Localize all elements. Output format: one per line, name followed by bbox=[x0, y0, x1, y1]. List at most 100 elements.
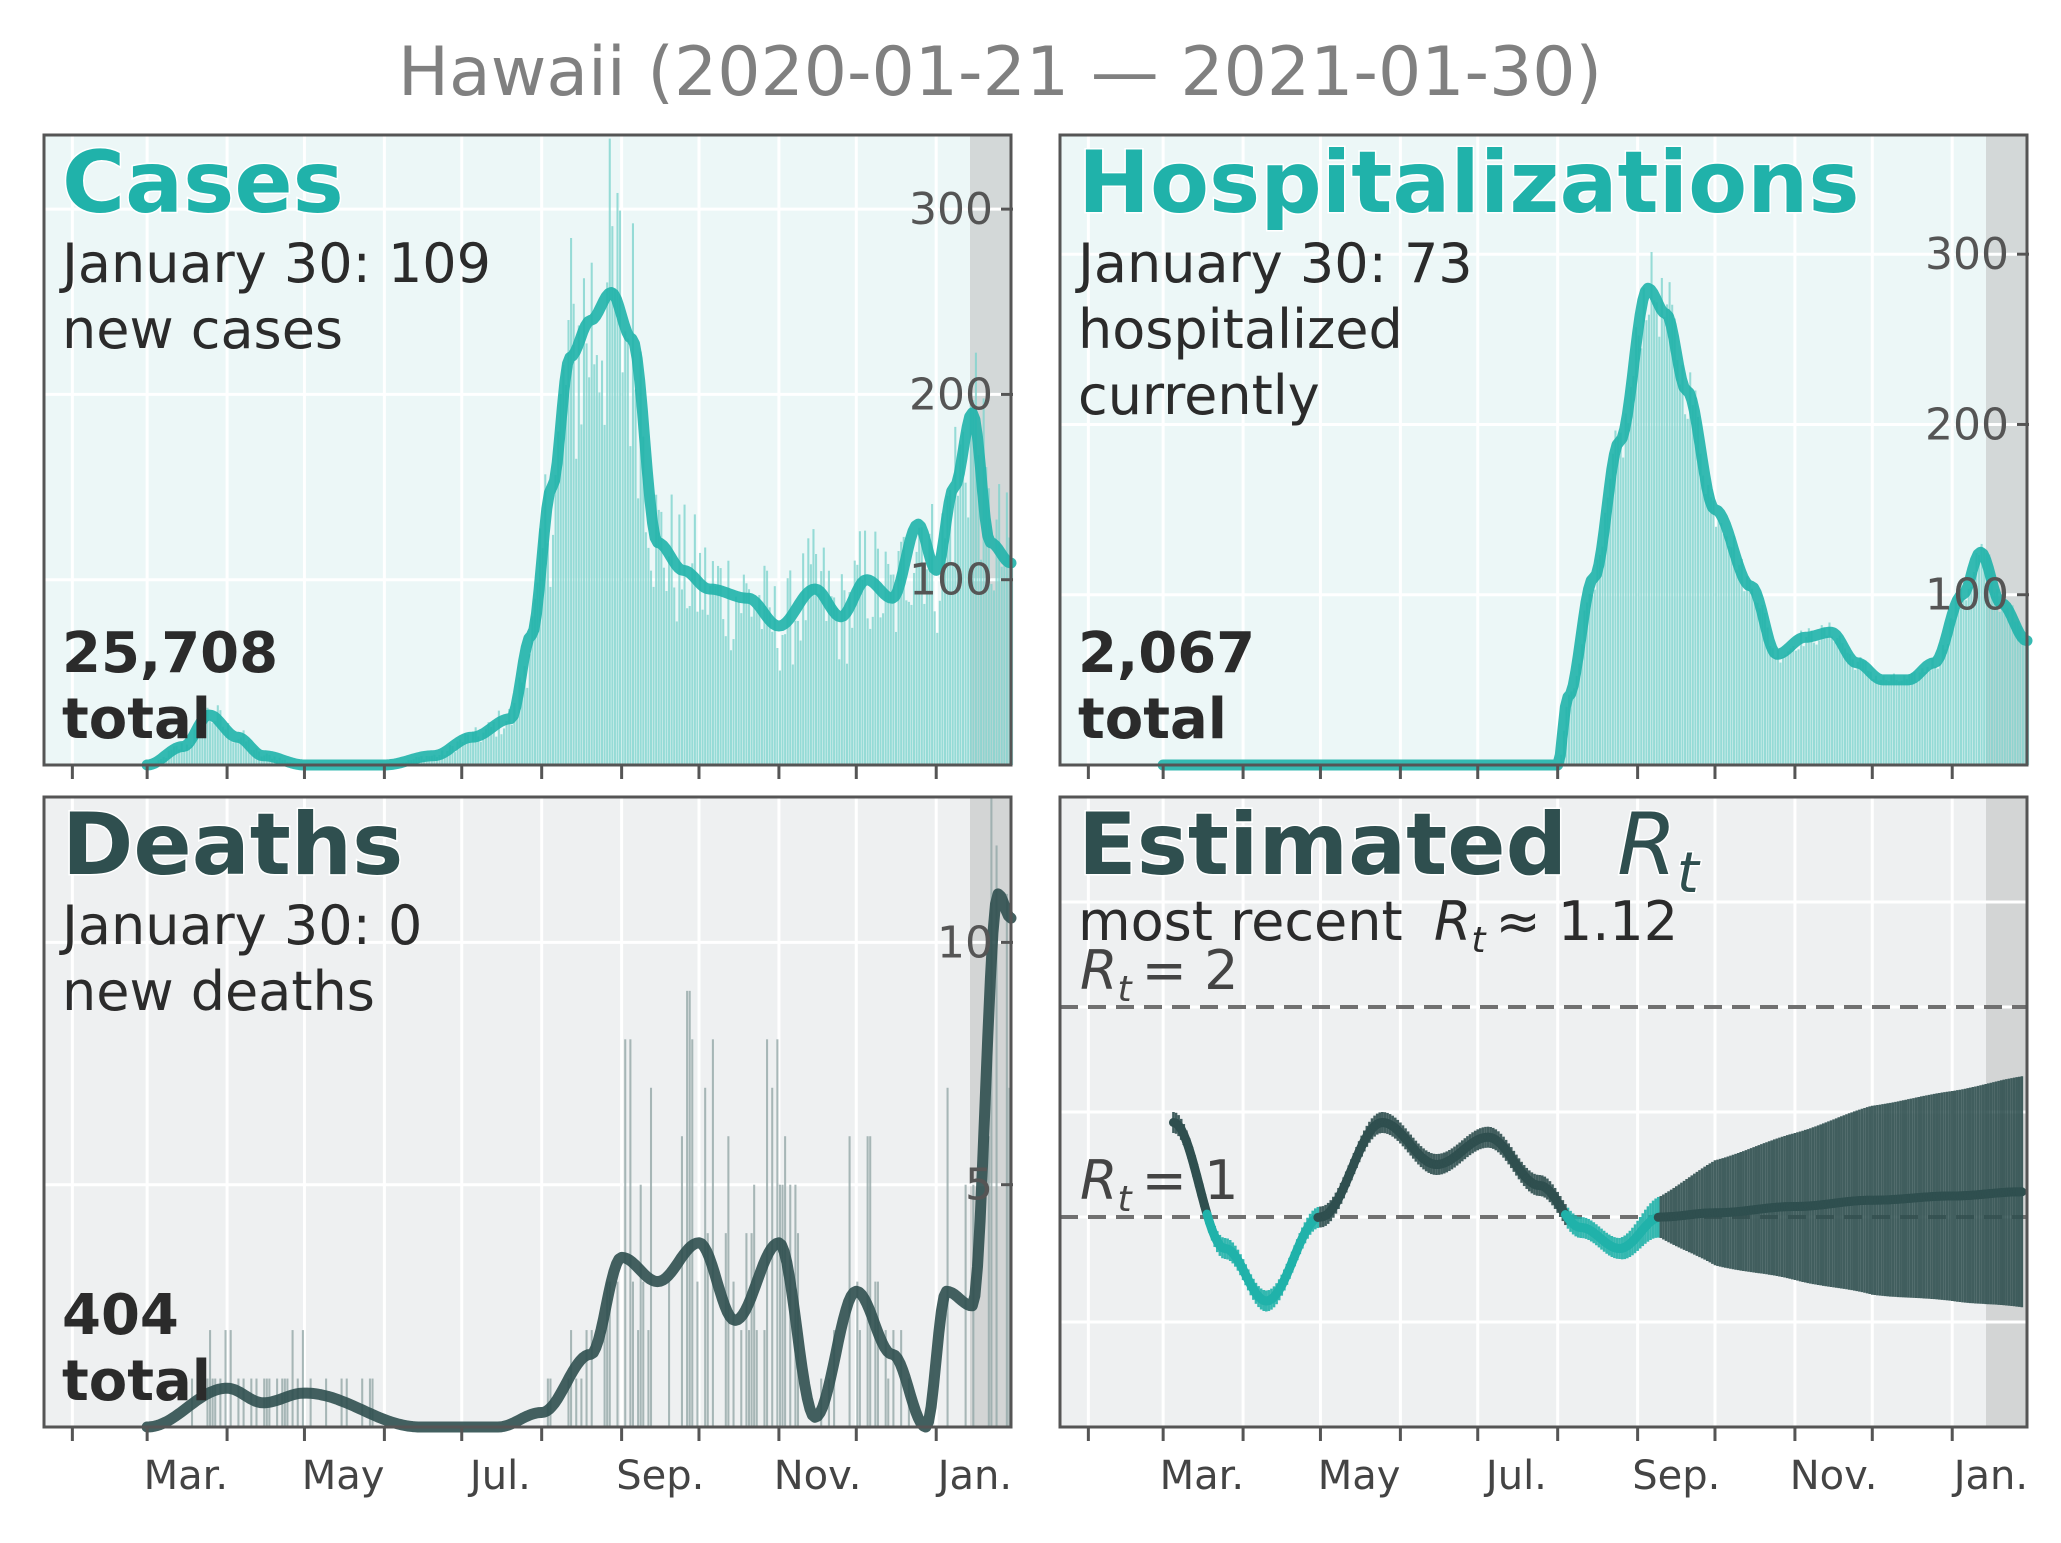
cases-daily-bar bbox=[216, 705, 219, 765]
cases-daily-bar bbox=[490, 727, 493, 765]
cases-daily-bar bbox=[461, 742, 464, 765]
cases-daily-bar bbox=[575, 458, 578, 765]
cases-daily-bar bbox=[786, 578, 789, 765]
deaths-daily-bar bbox=[642, 1281, 645, 1427]
hosp-daily-bar bbox=[1877, 680, 1880, 765]
cases-daily-bar bbox=[876, 548, 879, 765]
cases-daily-bar bbox=[523, 666, 526, 765]
cases-daily-bar bbox=[845, 663, 849, 765]
hosp-daily-bar bbox=[1601, 546, 1604, 765]
cases-daily-bar bbox=[539, 528, 542, 765]
cases-daily-bar bbox=[861, 579, 864, 765]
hosp-daily-bar bbox=[1898, 681, 1901, 765]
hosp-daily-bar bbox=[1810, 630, 1813, 765]
deaths-daily-bar bbox=[580, 1378, 583, 1427]
hosp-daily-bar bbox=[1684, 414, 1687, 765]
hosp-daily-bar bbox=[1766, 627, 1769, 765]
cases-daily-bar bbox=[815, 554, 818, 765]
hosp-daily-bar bbox=[1624, 413, 1627, 765]
hosp-total-value: 2,067 bbox=[1078, 621, 1255, 686]
cases-daily-bar bbox=[221, 726, 224, 765]
cases-daily-bar bbox=[884, 551, 887, 765]
hosp-daily-bar bbox=[1900, 680, 1903, 765]
hosp-daily-bar bbox=[2001, 600, 2004, 765]
cases-daily-bar bbox=[949, 489, 952, 765]
hosp-daily-bar bbox=[1776, 649, 1779, 765]
hosp-daily-bar bbox=[1668, 282, 1671, 765]
hosp-daily-bar bbox=[1696, 416, 1699, 765]
cases-daily-bar bbox=[626, 338, 629, 765]
deaths-daily-bar bbox=[206, 1378, 209, 1427]
deaths-daily-bar bbox=[291, 1330, 294, 1427]
hosp-daily-bar bbox=[2016, 621, 2019, 765]
hosp-daily-bar bbox=[1642, 287, 1645, 765]
deaths-daily-bar bbox=[575, 1378, 578, 1427]
deaths-daily-bar bbox=[747, 1330, 751, 1427]
hosp-daily-bar bbox=[1895, 680, 1898, 765]
cases-daily-bar bbox=[621, 372, 624, 765]
deaths-daily-bar bbox=[224, 1330, 227, 1427]
cases-yticks: 100 200 300 bbox=[70, 184, 1013, 779]
hosp-daily-bar bbox=[1586, 602, 1589, 765]
cases-daily-bar bbox=[920, 527, 923, 765]
hosp-daily-bar bbox=[1980, 543, 1983, 765]
hosp-daily-bar bbox=[1828, 622, 1831, 765]
cases-daily-bar bbox=[918, 527, 921, 765]
hosp-daily-bar bbox=[1859, 657, 1862, 765]
cases-daily-bar bbox=[549, 586, 552, 765]
rt-title-subscript: t bbox=[1677, 841, 1701, 906]
hosp-daily-bar bbox=[1926, 666, 1929, 765]
cases-daily-bar bbox=[572, 303, 575, 765]
deaths-daily-bar bbox=[286, 1378, 289, 1427]
cases-daily-bar bbox=[237, 739, 240, 765]
cases-daily-bar bbox=[766, 570, 769, 765]
cases-daily-bar bbox=[670, 494, 673, 765]
hosp-daily-bar bbox=[1849, 653, 1852, 765]
rt-subtitle-prefix: most recent bbox=[1078, 890, 1403, 953]
deaths-daily-bar bbox=[727, 1136, 730, 1427]
cases-daily-bar bbox=[209, 719, 212, 765]
hosp-daily-bar bbox=[1629, 386, 1632, 765]
hosp-daily-bar bbox=[1812, 642, 1816, 765]
cases-daily-bar bbox=[487, 722, 490, 765]
cases-subtitle-line1: January 30: 109 bbox=[59, 232, 491, 295]
hosp-daily-bar bbox=[1794, 650, 1797, 765]
cases-daily-bar bbox=[784, 634, 787, 765]
cases-daily-bar bbox=[242, 730, 245, 765]
rt-ref2-subscript: t bbox=[1118, 969, 1134, 1010]
cases-daily-bar bbox=[608, 138, 611, 765]
cases-daily-bar bbox=[967, 517, 970, 765]
cases-daily-bar bbox=[472, 731, 475, 765]
cases-daily-bar bbox=[972, 400, 975, 765]
cases-daily-bar bbox=[219, 710, 222, 765]
hosp-daily-bar bbox=[1761, 604, 1764, 765]
cases-daily-bar bbox=[180, 742, 183, 765]
cases-daily-bar bbox=[649, 570, 653, 765]
cases-daily-bar bbox=[825, 621, 828, 765]
cases-daily-bar bbox=[593, 364, 596, 765]
deaths-daily-bar bbox=[869, 1136, 872, 1427]
hosp-daily-bar bbox=[1833, 641, 1836, 765]
xaxis-right-tick-label-1: May bbox=[1318, 1453, 1401, 1499]
hosp-daily-bar bbox=[1887, 681, 1890, 765]
cases-daily-bar bbox=[724, 636, 727, 765]
deaths-daily-bar bbox=[766, 1039, 769, 1427]
deaths-ytick-label-0: 5 bbox=[965, 1160, 993, 1211]
deaths-daily-bar bbox=[229, 1330, 232, 1427]
deaths-daily-bar bbox=[637, 1330, 640, 1427]
cases-daily-bar bbox=[229, 740, 232, 765]
cases-daily-bar bbox=[590, 262, 593, 765]
hosp-daily-bar bbox=[1874, 675, 1877, 765]
cases-daily-bar bbox=[998, 484, 1001, 765]
rt-reference-label-1: Rt = 1 bbox=[1080, 1149, 1238, 1220]
cases-daily-bar bbox=[245, 741, 248, 765]
cases-daily-bar bbox=[737, 601, 740, 765]
cases-daily-bar bbox=[456, 741, 459, 765]
cases-daily-bar bbox=[778, 670, 781, 765]
hosp-daily-bar bbox=[1725, 536, 1728, 765]
cases-daily-bar bbox=[809, 564, 812, 765]
hosp-daily-bar bbox=[1908, 674, 1911, 765]
hosp-daily-bar bbox=[2011, 605, 2014, 765]
cases-daily-bar bbox=[570, 238, 573, 766]
